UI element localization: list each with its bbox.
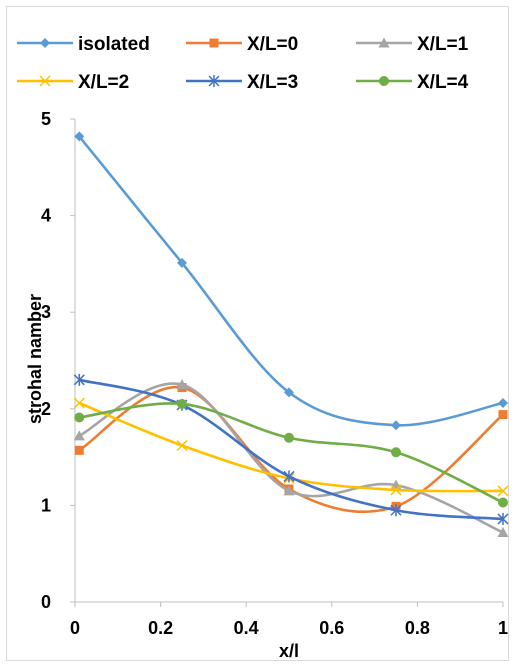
legend-marker xyxy=(40,38,50,48)
y-tick-label: 3 xyxy=(41,302,51,322)
y-tick-label: 2 xyxy=(41,399,51,419)
series-line-x-l-3 xyxy=(78,378,504,521)
legend-item-x-l-2: X/L=2 xyxy=(17,72,129,93)
x-tick-label: 1 xyxy=(498,618,508,638)
axes: 0 1 2 3 4 5 0 0.2 0.4 0.6 0.8 1 xyxy=(41,109,508,638)
data-point-x-l-0 xyxy=(74,445,84,455)
data-point-isolated xyxy=(498,398,508,409)
y-tick-label: 4 xyxy=(41,206,51,226)
legend-item-isolated: isolated xyxy=(17,34,150,55)
x-tick-label: 0.4 xyxy=(234,618,259,638)
legend: isolated X/L=0 X/L=1 X/L=2 X/L=3 X/L=4 xyxy=(17,34,469,93)
data-point-x-l-4 xyxy=(391,447,401,458)
data-point-x-l-2 xyxy=(176,439,188,452)
data-point-x-l-4 xyxy=(284,432,294,443)
data-point-x-l-3 xyxy=(390,504,402,517)
series-line-isolated xyxy=(78,135,504,427)
y-axis-title: strohal namber xyxy=(25,294,45,424)
legend-marker xyxy=(208,75,220,87)
data-point-x-l-3 xyxy=(283,470,295,483)
legend-item-x-l-3: X/L=3 xyxy=(186,72,298,93)
y-tick-label: 5 xyxy=(41,109,51,129)
data-point-x-l-4 xyxy=(74,412,85,423)
legend-marker xyxy=(209,38,219,48)
data-point-x-l-1 xyxy=(176,379,188,390)
legend-item-x-l-0: X/L=0 xyxy=(186,34,298,55)
y-tick-label: 0 xyxy=(41,592,51,612)
legend-label: X/L=2 xyxy=(78,72,129,93)
legend-label: isolated xyxy=(78,34,150,55)
series-layer xyxy=(73,131,509,537)
data-point-isolated xyxy=(391,420,401,431)
legend-marker xyxy=(39,75,51,87)
data-point-x-l-0 xyxy=(498,410,508,420)
legend-label: X/L=4 xyxy=(417,72,469,93)
series-x-l-4 xyxy=(74,398,508,508)
series-isolated xyxy=(74,131,508,431)
x-tick-label: 0.2 xyxy=(148,618,173,638)
x-tick-label: 0 xyxy=(70,618,80,638)
legend-label: X/L=1 xyxy=(417,34,469,55)
data-point-x-l-1 xyxy=(497,526,509,537)
data-point-x-l-3 xyxy=(497,512,509,525)
data-point-x-l-2 xyxy=(73,397,85,409)
series-x-l-2 xyxy=(73,397,509,497)
legend-label: X/L=0 xyxy=(247,34,298,55)
series-x-l-3 xyxy=(73,373,509,525)
data-point-x-l-4 xyxy=(498,497,508,508)
x-axis-title: x/l xyxy=(279,641,299,661)
y-tick-label: 1 xyxy=(41,495,51,515)
legend-item-x-l-4: X/L=4 xyxy=(356,72,469,93)
data-point-x-l-1 xyxy=(73,430,85,441)
legend-label: X/L=3 xyxy=(247,72,298,93)
x-tick-label: 0.8 xyxy=(405,618,430,638)
chart-frame: isolated X/L=0 X/L=1 X/L=2 X/L=3 X/L=4 0 1 2 3 4 5… xyxy=(6,6,509,661)
data-point-isolated xyxy=(284,387,294,398)
data-point-x-l-1 xyxy=(283,485,295,496)
data-point-isolated xyxy=(74,131,85,142)
data-point-isolated xyxy=(177,257,187,268)
data-point-x-l-4 xyxy=(177,398,187,409)
data-point-x-l-2 xyxy=(497,485,509,497)
x-tick-label: 0.6 xyxy=(319,618,344,638)
data-point-x-l-3 xyxy=(73,373,85,386)
legend-marker xyxy=(378,37,390,48)
data-point-x-l-2 xyxy=(390,484,402,496)
line-chart: isolated X/L=0 X/L=1 X/L=2 X/L=3 X/L=4 0 1 2 3 4 5… xyxy=(17,34,509,661)
legend-item-x-l-1: X/L=1 xyxy=(356,34,469,55)
legend-marker xyxy=(379,76,389,86)
